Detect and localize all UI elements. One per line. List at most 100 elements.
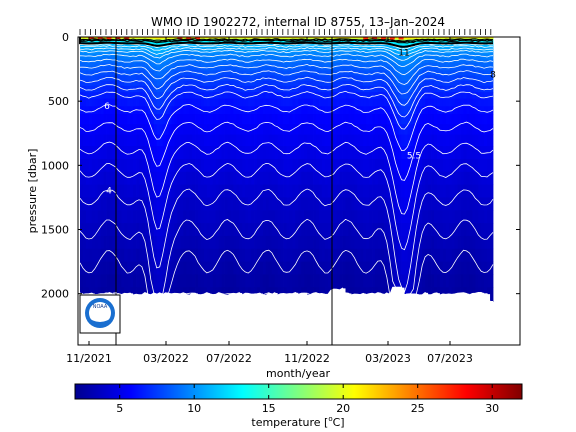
field-cell	[439, 75, 444, 82]
field-cell	[144, 85, 149, 93]
field-cell	[251, 46, 255, 49]
field-cell	[121, 92, 125, 99]
field-cell	[124, 106, 128, 115]
field-cell	[257, 146, 261, 160]
field-cell	[383, 44, 388, 48]
field-cell	[100, 146, 104, 160]
field-cell	[192, 56, 196, 60]
field-cell	[363, 235, 367, 250]
field-cell	[316, 51, 320, 55]
field-cell	[372, 197, 376, 211]
field-cell	[233, 158, 237, 173]
field-cell	[82, 184, 87, 198]
field-cell	[80, 171, 84, 185]
field-cell	[434, 184, 438, 198]
field-cell	[203, 210, 208, 224]
field-cell	[127, 274, 131, 288]
field-cell	[404, 56, 408, 60]
field-cell	[224, 223, 228, 237]
field-cell	[345, 261, 349, 275]
field-cell	[177, 44, 181, 48]
field-cell	[127, 98, 131, 107]
field-cell	[401, 92, 405, 99]
field-cell	[392, 53, 397, 57]
field-cell	[395, 38, 399, 40]
field-cell	[277, 197, 281, 211]
field-cell	[85, 114, 90, 125]
field-cell	[268, 66, 273, 71]
field-cell	[289, 274, 293, 288]
field-cell	[262, 38, 267, 40]
field-cell	[336, 62, 340, 67]
field-cell	[106, 66, 110, 71]
field-cell	[354, 106, 358, 115]
field-cell	[383, 261, 388, 275]
field-cell	[233, 171, 237, 185]
field-cell	[289, 80, 293, 87]
field-cell	[159, 42, 163, 44]
field-cell	[227, 59, 231, 64]
field-cell	[186, 98, 190, 107]
field-cell	[316, 223, 320, 237]
field-cell	[295, 48, 299, 52]
field-cell	[215, 210, 220, 224]
field-cell	[327, 59, 332, 64]
field-cell	[383, 40, 388, 43]
field-cell	[271, 261, 276, 275]
field-cell	[262, 287, 267, 296]
field-cell	[422, 287, 426, 296]
field-cell	[425, 106, 429, 115]
field-cell	[404, 85, 408, 93]
field-cell	[366, 184, 370, 198]
field-cell	[165, 171, 169, 185]
field-cell	[380, 59, 385, 64]
field-cell	[257, 223, 261, 237]
field-cell	[94, 80, 99, 87]
field-cell	[295, 70, 299, 76]
field-cell	[174, 223, 178, 237]
field-cell	[422, 51, 426, 55]
field-cell	[357, 38, 361, 40]
field-cell	[91, 46, 96, 49]
field-cell	[153, 43, 158, 46]
field-cell	[286, 134, 290, 147]
field-cell	[156, 80, 161, 87]
field-cell	[177, 56, 181, 60]
field-cell	[316, 197, 320, 211]
field-cell	[375, 106, 379, 115]
field-cell	[209, 48, 214, 52]
field-cell	[203, 80, 208, 87]
field-cell	[351, 158, 355, 173]
field-cell	[383, 134, 388, 147]
field-cell	[442, 274, 447, 288]
field-cell	[224, 59, 228, 64]
field-cell	[428, 124, 432, 135]
field-cell	[115, 56, 119, 60]
field-cell	[103, 146, 107, 160]
field-cell	[91, 70, 96, 76]
field-cell	[416, 53, 420, 57]
field-cell	[434, 171, 438, 185]
field-cell	[404, 146, 408, 160]
field-cell	[404, 37, 408, 39]
field-cell	[103, 223, 107, 237]
field-cell	[369, 124, 373, 135]
field-cell	[377, 197, 382, 211]
field-cell	[342, 53, 346, 57]
field-cell	[147, 62, 152, 67]
field-cell	[283, 261, 287, 275]
field-cell	[106, 261, 110, 275]
field-cell	[333, 75, 338, 82]
field-cell	[304, 38, 308, 40]
field-cell	[245, 59, 249, 64]
field-cell	[94, 51, 99, 55]
field-cell	[121, 37, 125, 39]
field-cell	[366, 62, 370, 67]
field-cell	[133, 53, 137, 57]
field-cell	[274, 98, 279, 107]
field-cell	[348, 134, 352, 147]
field-cell	[380, 80, 385, 87]
field-cell	[236, 274, 240, 288]
field-cell	[262, 114, 267, 125]
field-cell	[168, 124, 172, 135]
